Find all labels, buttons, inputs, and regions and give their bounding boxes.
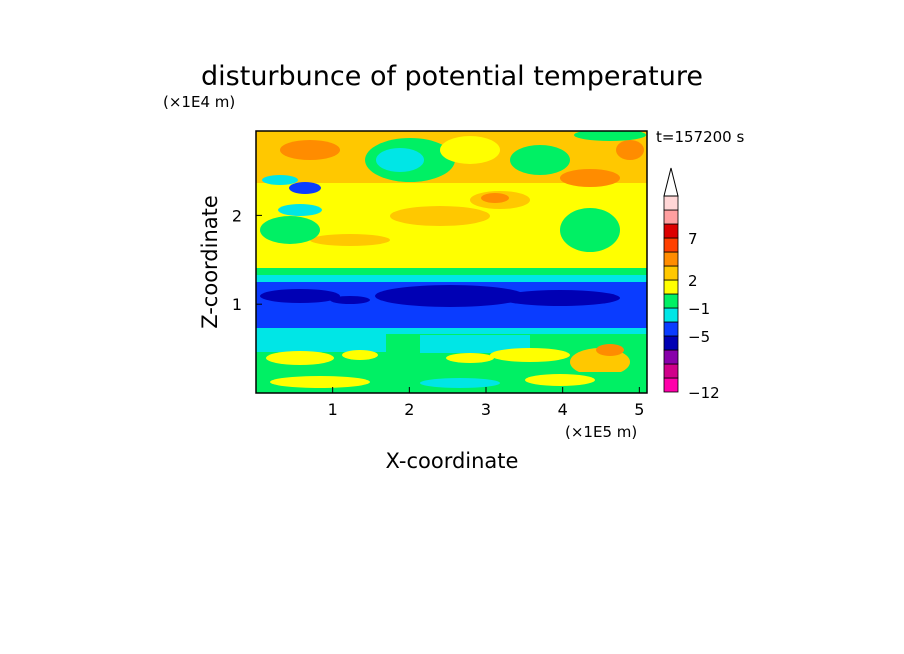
colorbar-segment: [663, 237, 679, 253]
x-tick-label: 4: [558, 400, 568, 419]
colorbar-tick-label: 7: [688, 230, 698, 248]
colorbar-segment: [663, 265, 679, 281]
colorbar-tick-label: −5: [688, 328, 710, 346]
colorbar-segment: [663, 349, 679, 365]
y-tick-label: 1: [232, 295, 242, 314]
y-axis-title: Z-coordinate: [198, 195, 222, 329]
x-tick-label: 1: [328, 400, 338, 419]
colorbar-segment: [663, 279, 679, 295]
colorbar-tick-label: −12: [688, 384, 720, 402]
colorbar-segment: [663, 209, 679, 225]
contour-field: [256, 131, 647, 393]
colorbar-segment: [663, 251, 679, 267]
colorbar-segment: [663, 293, 679, 309]
colorbar-segment: [663, 321, 679, 337]
y-axis-ticks: 12: [232, 206, 262, 314]
x-tick-label: 3: [481, 400, 491, 419]
colorbar-tick-label: −1: [688, 300, 710, 318]
colorbar-segment: [663, 335, 679, 351]
x-axis-title: X-coordinate: [386, 449, 519, 473]
colorbar-segment: [663, 223, 679, 239]
colorbar-tick-label: 2: [688, 272, 698, 290]
colorbar-segment: [663, 195, 679, 211]
x-axis-ticks: 1 2 3 4 5: [328, 387, 644, 419]
x-tick-label: 2: [404, 400, 414, 419]
y-unit-label: (×1E4 m): [163, 93, 235, 111]
colorbar-segment: [663, 307, 679, 323]
colorbar-segment: [663, 377, 679, 393]
time-label: t=157200 s: [656, 128, 744, 146]
x-unit-label: (×1E5 m): [565, 423, 637, 441]
colorbar-extend-arrow: [663, 167, 679, 197]
x-tick-label: 5: [634, 400, 644, 419]
plot-frame: [255, 130, 648, 394]
colorbar: 7 2 −1 −5 −12: [663, 167, 720, 402]
y-tick-label: 2: [232, 206, 242, 225]
colorbar-segment: [663, 363, 679, 379]
chart-title: disturbunce of potential temperature: [201, 61, 703, 92]
